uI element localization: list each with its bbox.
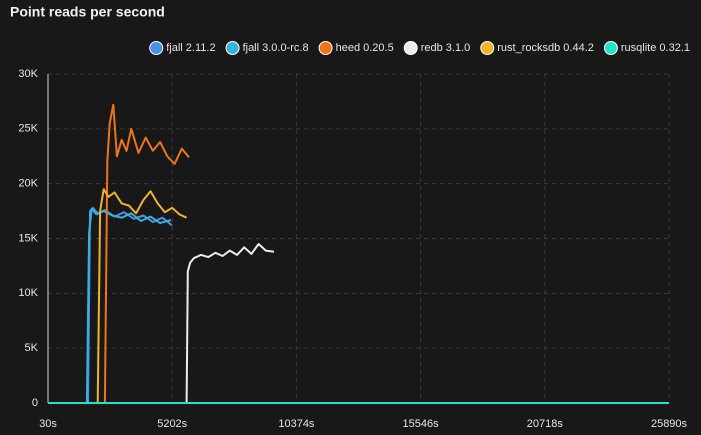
- x-tick-label: 25890s: [651, 418, 688, 430]
- x-tick-label: 15546s: [403, 418, 440, 430]
- legend-marker: [603, 41, 618, 55]
- legend-label: fjall 3.0.0-rc.8: [243, 42, 309, 54]
- x-tick-label: 5202s: [157, 418, 187, 430]
- y-tick-label: 30K: [18, 68, 38, 80]
- legend-marker: [318, 41, 333, 55]
- x-tick-label: 30s: [39, 418, 57, 430]
- chart-title: Point reads per second: [10, 4, 165, 20]
- y-tick-label: 10K: [18, 287, 38, 299]
- legend-marker: [225, 41, 240, 55]
- y-tick-label: 20K: [18, 178, 38, 190]
- x-tick-label: 10374s: [278, 418, 315, 430]
- legend-marker: [403, 41, 418, 55]
- legend-label: fjall 2.11.2: [166, 42, 215, 54]
- data-line: [103, 103, 190, 404]
- y-tick-label: 0: [32, 397, 38, 409]
- data-line: [185, 243, 275, 404]
- x-tick-label: 20718s: [527, 418, 564, 430]
- legend-label: rust_rocksdb 0.44.2: [497, 42, 594, 54]
- legend-label: redb 3.1.0: [421, 42, 471, 54]
- legend-marker: [149, 41, 164, 55]
- legend-label: rusqlite 0.32.1: [621, 42, 690, 54]
- legend: fjall 2.11.2 fjall 3.0.0-rc.8 heed 0.20.5 r…: [149, 41, 690, 55]
- y-tick-label: 15K: [18, 232, 38, 244]
- legend-marker: [480, 41, 495, 55]
- data-line: [96, 188, 188, 404]
- y-tick-label: 5K: [25, 342, 39, 354]
- legend-label: heed 0.20.5: [336, 42, 394, 54]
- y-tick-label: 25K: [18, 123, 38, 135]
- data-line: [85, 207, 172, 404]
